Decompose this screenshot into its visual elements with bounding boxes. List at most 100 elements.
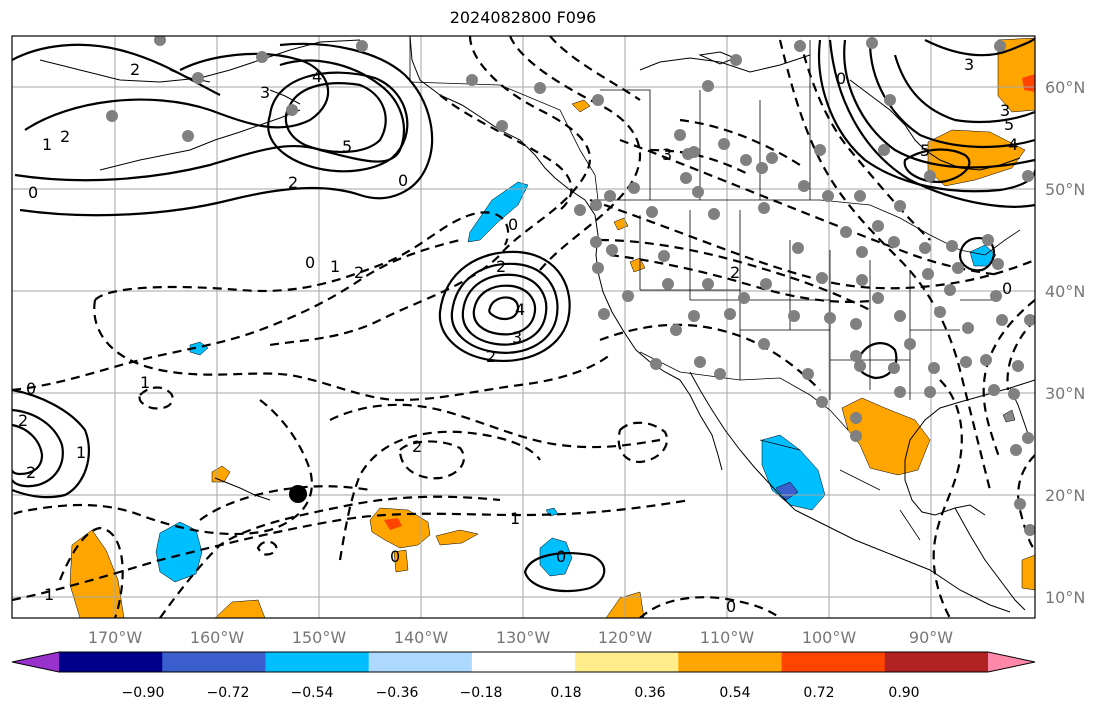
- shade-orange-alaska: [571, 99, 591, 113]
- contour-alaska-5: [267, 71, 409, 173]
- shade-orange-rockies: [629, 257, 646, 273]
- dcontour-south-1: [12, 498, 691, 602]
- dcontour-gulf-alaska-1: [269, 36, 591, 347]
- contour-label: 3: [964, 55, 974, 74]
- contour-label: 2: [412, 437, 422, 456]
- colorbar-tick-label: −0.54: [291, 685, 334, 701]
- contour-alaska-2: [14, 59, 405, 182]
- contour-label: 0: [836, 69, 846, 88]
- map-frame: [11, 35, 1036, 619]
- dcontour-interior-5: [599, 323, 821, 391]
- dcontour-gulf-alaska-4: [549, 36, 641, 101]
- contour-label: 3: [662, 145, 672, 164]
- contour-alaska-3: [19, 42, 434, 217]
- coast-hawaii: [214, 477, 271, 501]
- contour-label: 0: [390, 547, 400, 566]
- contour-label: 3: [512, 328, 522, 347]
- dcontour-wide-7: [398, 440, 465, 480]
- contour-ne-4: [893, 54, 1035, 124]
- contour-label: 0: [305, 253, 315, 272]
- map-title: 2024082800 F096: [449, 8, 597, 27]
- contour-alaska-4: [284, 82, 387, 153]
- contour-label: 1: [510, 509, 520, 528]
- shade-red-pacific: [384, 518, 402, 530]
- dcontour-wide-1: [94, 211, 510, 301]
- colorbar-segment: [471, 652, 576, 672]
- shade-orange-pacific-south2: [214, 599, 266, 618]
- border-canada-prov: [600, 40, 811, 200]
- dcontour-interior-6: [649, 118, 801, 176]
- contour-label: 2: [354, 263, 364, 282]
- colorbar-segment: [59, 652, 163, 672]
- colorbar: [11, 651, 1036, 673]
- colorbar-labels: −0.90 −0.72 −0.54 −0.36 −0.18 0.18 0.36 …: [122, 685, 920, 701]
- colorbar-segment: [265, 652, 370, 672]
- coast-gulf: [904, 379, 1035, 516]
- shade-blue-pacific-small: [539, 537, 573, 577]
- contour-label: 5: [1004, 115, 1014, 134]
- colorbar-segment: [884, 652, 989, 672]
- lon-label: 160°W: [190, 628, 245, 647]
- dcontour-east-6: [1017, 454, 1035, 551]
- colorbar-tick-label: −0.90: [122, 685, 165, 701]
- contour-label: 2: [730, 263, 740, 282]
- contour-low-2: [450, 262, 559, 354]
- coast-alaska-peninsula: [99, 109, 301, 171]
- contour-label: 3: [260, 83, 270, 102]
- coast-baja: [679, 371, 796, 511]
- dcontour-east-3: [982, 299, 1035, 461]
- contour-label: 0: [1002, 279, 1012, 298]
- contour-low-3: [461, 273, 548, 346]
- contour-label: 5: [342, 137, 352, 156]
- contours-solid: [12, 37, 1035, 593]
- dcontour-south-5: [256, 540, 278, 556]
- shaded-regions: [69, 37, 1035, 618]
- dcontour-wide-2: [93, 299, 611, 402]
- lon-label: 120°W: [598, 628, 653, 647]
- contour-ne-1: [818, 39, 1035, 193]
- lat-label: 50°N: [1045, 180, 1085, 199]
- contour-label: 2: [60, 127, 70, 146]
- black-dot-marker: [289, 485, 307, 503]
- dcontour-wide-5: [12, 238, 461, 392]
- shade-orange-gulf-ca: [1021, 554, 1035, 591]
- contour-label: 4: [515, 300, 525, 319]
- contour-ne-small: [958, 237, 996, 272]
- shade-blue-mexico: [761, 434, 826, 511]
- lon-label: 170°W: [88, 628, 143, 647]
- contour-pacific-low: [523, 552, 606, 593]
- coast-hudson: [849, 79, 1021, 171]
- dcontour-interior-2: [609, 253, 881, 303]
- contour-label: 4: [1008, 135, 1018, 154]
- lon-label: 90°W: [909, 628, 953, 647]
- lat-label: 30°N: [1045, 384, 1085, 403]
- contour-label: 1: [44, 585, 54, 604]
- dcontour-wide-4: [329, 403, 661, 449]
- contour-label: 2: [486, 347, 496, 366]
- contour-label: 4: [312, 67, 322, 86]
- contour-label: 2: [18, 411, 28, 430]
- contour-label: 2: [496, 257, 506, 276]
- contour-label: 2: [26, 463, 36, 482]
- coast-mexico-west: [794, 509, 1011, 613]
- dcontour-south-3: [338, 430, 541, 561]
- colorbar-segment: [575, 652, 679, 672]
- shade-gray-gulf: [1002, 409, 1016, 423]
- contour-label: 0: [398, 171, 408, 190]
- contour-low-4: [472, 284, 537, 336]
- dcontour-interior-4: [599, 238, 871, 311]
- colorbar-segment: [781, 652, 886, 672]
- colorbar-extend-high: [988, 652, 1035, 672]
- contour-ne-3: [868, 41, 1035, 149]
- dcontour-south-4: [58, 526, 124, 618]
- gridlines: [12, 36, 1035, 618]
- coast-central-america: [954, 507, 1026, 611]
- contour-ne-2: [843, 39, 1035, 169]
- contour-label: 3: [1000, 101, 1010, 120]
- lat-label: 10°N: [1045, 588, 1085, 607]
- longitude-labels: 170°W 160°W 150°W 140°W 130°W 120°W 110°…: [88, 628, 953, 647]
- contour-label: 1: [42, 135, 52, 154]
- colorbar-tick-label: −0.36: [376, 685, 419, 701]
- station-dots: [106, 36, 1035, 536]
